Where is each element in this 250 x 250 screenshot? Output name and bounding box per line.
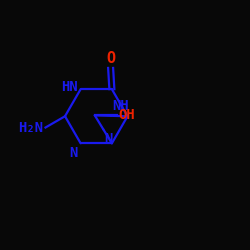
Text: N: N [104,132,113,146]
Text: OH: OH [118,108,135,122]
Text: HN: HN [61,80,78,94]
Text: H₂N: H₂N [18,120,44,134]
Text: N: N [70,146,78,160]
Text: O: O [106,51,115,66]
Text: NH: NH [112,99,129,113]
